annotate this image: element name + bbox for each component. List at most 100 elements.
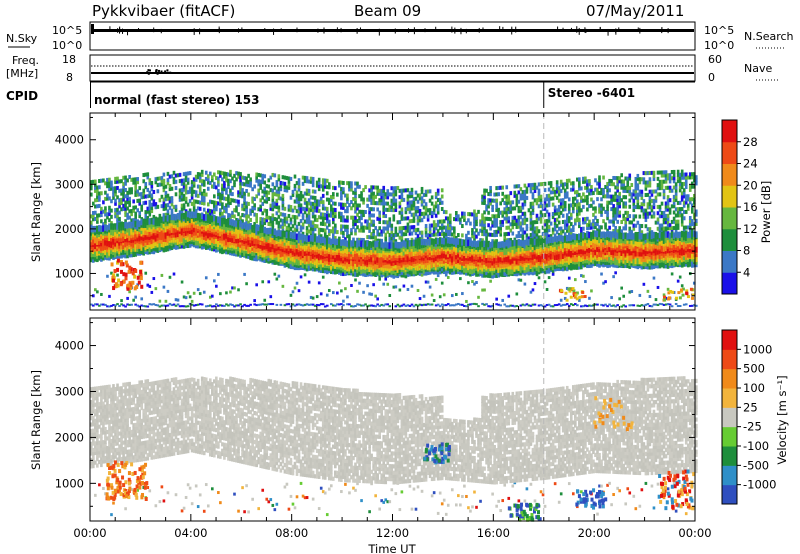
power-upper-cell (690, 219, 694, 224)
power-upper-cell (511, 231, 515, 236)
nsky-spike (241, 27, 243, 32)
power-upper-cell (545, 209, 549, 214)
power-upper-cell (688, 187, 692, 192)
power-upper-cell (277, 193, 281, 198)
power-band-cell (124, 221, 127, 229)
power-noise-cell (162, 304, 166, 307)
power-upper-cell (180, 209, 184, 214)
power-upper-cell (624, 210, 628, 215)
power-upper-cell (134, 211, 137, 216)
power-upper-cell (394, 186, 398, 191)
power-upper-cell (662, 179, 666, 184)
power-upper-cell (104, 212, 107, 217)
power-upper-cell (132, 180, 135, 185)
power-upper-cell (128, 174, 131, 179)
power-band-cell (176, 238, 180, 245)
power-upper-cell (455, 235, 458, 240)
power-upper-cell (517, 190, 521, 195)
power-upper-cell (325, 210, 329, 215)
power-upper-cell (545, 203, 549, 208)
power-upper-cell (656, 217, 660, 222)
power-upper-cell (662, 192, 666, 197)
power-upper-cell (275, 192, 279, 197)
power-upper-cell (231, 210, 234, 215)
power-upper-cell (610, 182, 613, 187)
power-upper-cell (269, 219, 273, 224)
power-upper-cell (688, 219, 692, 224)
power-upper-cell (674, 185, 678, 190)
power-upper-cell (354, 200, 357, 205)
power-upper-cell (638, 189, 642, 194)
power-noise-cell (364, 303, 367, 306)
nsky-trace-body (91, 29, 694, 32)
nsky-spike (160, 28, 162, 34)
power-upper-cell (211, 212, 214, 217)
power-upper-cell (695, 218, 698, 223)
date-label: 07/May/2011 (586, 2, 684, 20)
power-upper-cell (362, 225, 365, 230)
power-upper-cell (672, 226, 676, 231)
power-band-cell (156, 227, 160, 234)
power-upper-cell (259, 207, 263, 212)
power-upper-cell (414, 190, 418, 195)
power-upper-cell (225, 178, 228, 183)
power-upper-cell (618, 229, 621, 234)
power-upper-cell (537, 229, 541, 234)
power-upper-cell (632, 217, 636, 222)
power-upper-cell (400, 188, 404, 193)
power-upper-cell (547, 234, 551, 239)
power-upper-cell (243, 194, 246, 199)
power-upper-cell (261, 176, 265, 181)
power-upper-cell (380, 192, 384, 197)
power-upper-cell (475, 228, 478, 233)
power-upper-cell (295, 215, 299, 220)
power-upper-cell (648, 170, 652, 175)
power-upper-cell (346, 218, 349, 223)
power-band-cell (182, 242, 186, 249)
power-upper-cell (592, 212, 595, 217)
power-upper-cell (682, 194, 686, 199)
power-upper-cell (309, 223, 313, 228)
power-upper-cell (162, 185, 166, 190)
power-upper-cell (531, 201, 535, 206)
power-noise-cell (108, 305, 111, 308)
power-main-band (90, 210, 698, 279)
power-band-cell (116, 223, 119, 230)
power-upper-cell (178, 197, 182, 202)
nsky-spike (478, 27, 480, 33)
power-band-cell (96, 225, 99, 233)
power-upper-cell (618, 201, 621, 206)
power-upper-cell (249, 211, 252, 216)
power-upper-cell (275, 198, 279, 203)
power-upper-cell (620, 185, 623, 190)
power-upper-cell (215, 201, 218, 206)
power-upper-cell (104, 190, 107, 195)
power-upper-cell (130, 209, 133, 214)
power-upper-cell (299, 219, 303, 224)
power-upper-cell (610, 179, 613, 184)
power-upper-cell (404, 225, 408, 230)
power-upper-cell (396, 220, 400, 225)
power-upper-cell (321, 200, 325, 205)
power-noise-cell (217, 304, 220, 307)
power-upper-cell (311, 223, 315, 228)
power-upper-cell (380, 195, 384, 200)
power-upper-cell (182, 178, 186, 183)
power-upper-cell (380, 229, 384, 234)
power-upper-cell (666, 198, 670, 203)
power-noise-cell (336, 303, 339, 306)
power-upper-cell (102, 178, 105, 183)
power-upper-cell (265, 184, 269, 189)
power-upper-cell (239, 181, 242, 186)
power-upper-cell (325, 219, 329, 224)
power-upper-cell (303, 219, 307, 224)
power-upper-cell (690, 197, 694, 202)
power-upper-cell (672, 197, 676, 202)
power-upper-cell (289, 195, 293, 200)
power-upper-cell (390, 186, 394, 191)
power-upper-cell (128, 187, 131, 192)
nsky-spike (515, 26, 517, 33)
power-upper-cell (356, 206, 359, 211)
power-upper-cell (444, 216, 448, 221)
power-noise-cell (388, 305, 392, 308)
